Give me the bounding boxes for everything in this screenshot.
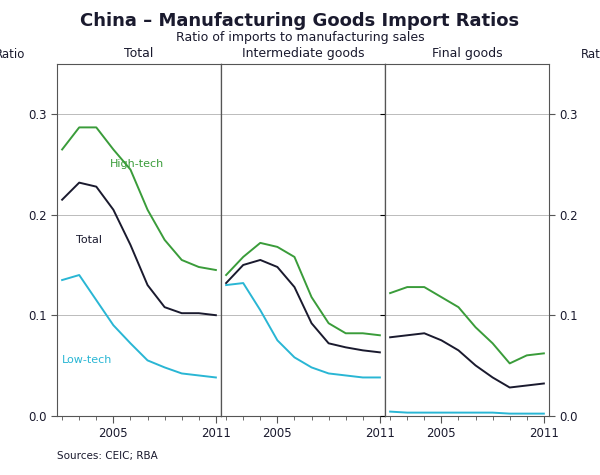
Title: Total: Total <box>124 47 154 60</box>
Text: High-tech: High-tech <box>110 159 164 169</box>
Text: China – Manufacturing Goods Import Ratios: China – Manufacturing Goods Import Ratio… <box>80 12 520 30</box>
Text: Low-tech: Low-tech <box>62 355 113 365</box>
Text: Ratio: Ratio <box>581 48 600 61</box>
Text: Ratio: Ratio <box>0 48 25 61</box>
Title: Final goods: Final goods <box>431 47 502 60</box>
Text: Sources: CEIC; RBA: Sources: CEIC; RBA <box>57 451 158 461</box>
Text: Total: Total <box>76 235 102 245</box>
Title: Intermediate goods: Intermediate goods <box>242 47 364 60</box>
Text: Ratio of imports to manufacturing sales: Ratio of imports to manufacturing sales <box>176 31 424 44</box>
